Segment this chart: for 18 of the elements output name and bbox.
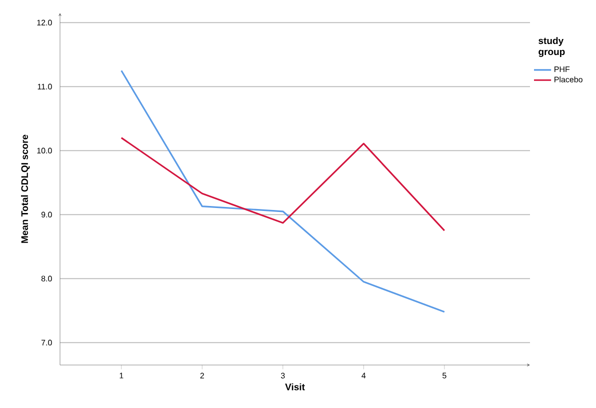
y-tick-label: 8.0 bbox=[41, 276, 52, 282]
x-axis-title: Visit bbox=[285, 383, 305, 390]
line-series bbox=[120, 70, 446, 313]
x-tick-label: 3 bbox=[280, 372, 285, 378]
legend-title: study group bbox=[538, 37, 565, 57]
y-tick-label: 12.0 bbox=[37, 20, 52, 26]
y-tick-label: 10.0 bbox=[37, 148, 52, 154]
x-tick-label: 1 bbox=[120, 372, 124, 378]
y-tick-label: 9.0 bbox=[41, 212, 52, 218]
line-series bbox=[120, 137, 446, 232]
legend-label: PHF bbox=[554, 66, 570, 72]
y-tick-label: 11.0 bbox=[38, 84, 52, 90]
x-tick-label: 4 bbox=[362, 372, 366, 378]
y-axis-title: Mean Total CDLQI score bbox=[21, 134, 30, 243]
y-tick-label: 7.0 bbox=[41, 340, 52, 346]
x-tick-label: 5 bbox=[442, 372, 446, 378]
x-tick-label: 2 bbox=[200, 372, 204, 378]
legend-label: Placebo bbox=[554, 76, 582, 82]
